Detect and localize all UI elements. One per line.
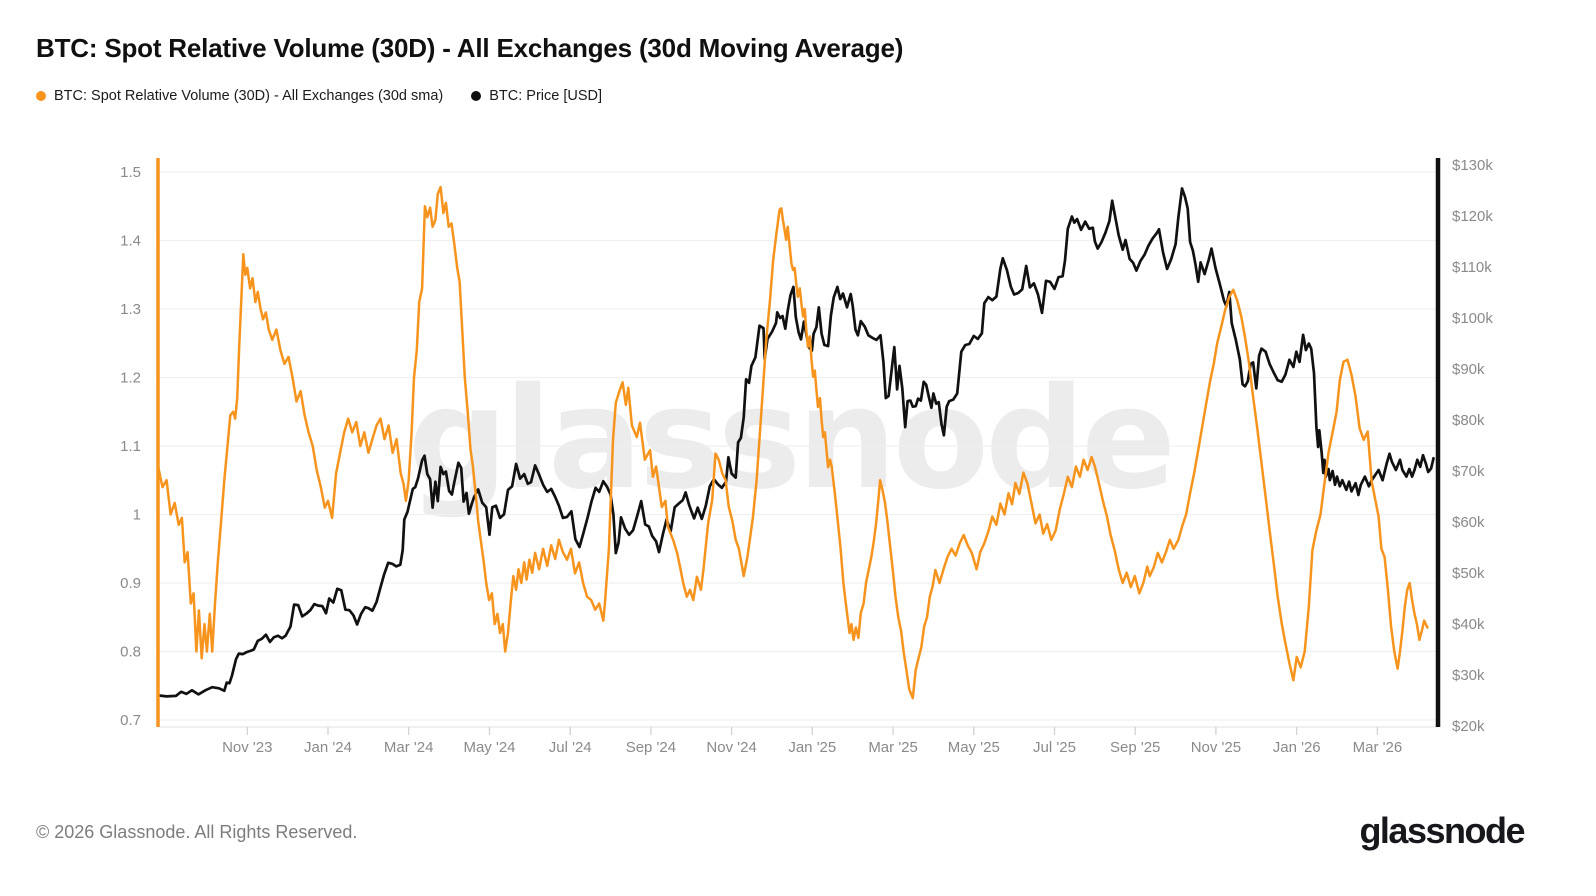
left-axis-tick-label: 0.8 [120, 644, 141, 661]
left-axis-tick-label: 1.4 [120, 233, 141, 250]
x-tick-label: Mar '26 [1353, 739, 1403, 756]
right-axis-tick-label: $70k [1452, 463, 1485, 480]
footer-copyright: © 2026 Glassnode. All Rights Reserved. [36, 822, 358, 842]
right-axis-tick-label: $80k [1452, 412, 1485, 429]
series-swatch-black-icon [471, 91, 482, 101]
x-tick-label: Jul '24 [549, 739, 592, 756]
x-tick-label: Mar '25 [868, 739, 918, 756]
right-axis-tick-label: $90k [1452, 361, 1485, 378]
x-tick-label: Nov '24 [706, 739, 756, 756]
x-tick-label: Sep '24 [626, 739, 676, 756]
right-axis-tick-label: $60k [1452, 514, 1485, 531]
legend-item-btc-price[interactable]: BTC: Price [USD] [471, 88, 602, 104]
glassnode-logo: glassnode [1359, 810, 1525, 851]
right-axis-tick-label: $20k [1452, 718, 1485, 735]
right-axis-tick-label: $50k [1452, 565, 1485, 582]
right-axis-tick-label: $30k [1452, 667, 1485, 684]
left-axis-tick-label: 0.9 [120, 575, 141, 592]
spot-volume-line [156, 185, 1429, 700]
right-axis-tick-label: $130k [1452, 157, 1493, 174]
page-title: BTC: Spot Relative Volume (30D) - All Ex… [36, 33, 904, 63]
x-tick-label: Jul '25 [1033, 739, 1076, 756]
watermark: glassnode [408, 358, 1172, 521]
legend-label-btc-price: BTC: Price [USD] [489, 88, 603, 104]
x-tick-label: May '25 [948, 739, 1000, 756]
left-axis-tick-label: 1 [133, 507, 141, 524]
legend: BTC: Spot Relative Volume (30D) - All Ex… [36, 88, 602, 104]
x-tick-label: Mar '24 [384, 739, 434, 756]
price-line [156, 187, 1435, 698]
x-tick-label: Jan '25 [788, 739, 836, 756]
x-tick-label: Nov '23 [222, 739, 272, 756]
legend-item-spot-relative-volume[interactable]: BTC: Spot Relative Volume (30D) - All Ex… [36, 88, 443, 104]
x-tick-label: Jan '24 [304, 739, 352, 756]
right-axis-tick-label: $120k [1452, 208, 1493, 225]
right-axis-tick-label: $100k [1452, 310, 1493, 327]
x-tick-label: Jan '26 [1273, 739, 1321, 756]
x-tick-label: Nov '25 [1191, 739, 1241, 756]
left-axis-tick-label: 1.2 [120, 370, 141, 387]
x-tick-label: May '24 [463, 739, 515, 756]
series-swatch-orange-icon [36, 91, 46, 101]
legend-label-spot-relative-volume: BTC: Spot Relative Volume (30D) - All Ex… [54, 88, 444, 104]
right-axis-tick-label: $40k [1452, 616, 1485, 633]
left-axis-tick-label: 1.1 [120, 438, 141, 455]
right-axis-tick-label: $110k [1452, 259, 1492, 276]
x-tick-label: Sep '25 [1110, 739, 1160, 756]
left-axis-tick-label: 1.3 [120, 301, 141, 318]
left-axis-tick-label: 0.7 [120, 712, 141, 729]
left-axis-tick-label: 1.5 [120, 164, 141, 181]
